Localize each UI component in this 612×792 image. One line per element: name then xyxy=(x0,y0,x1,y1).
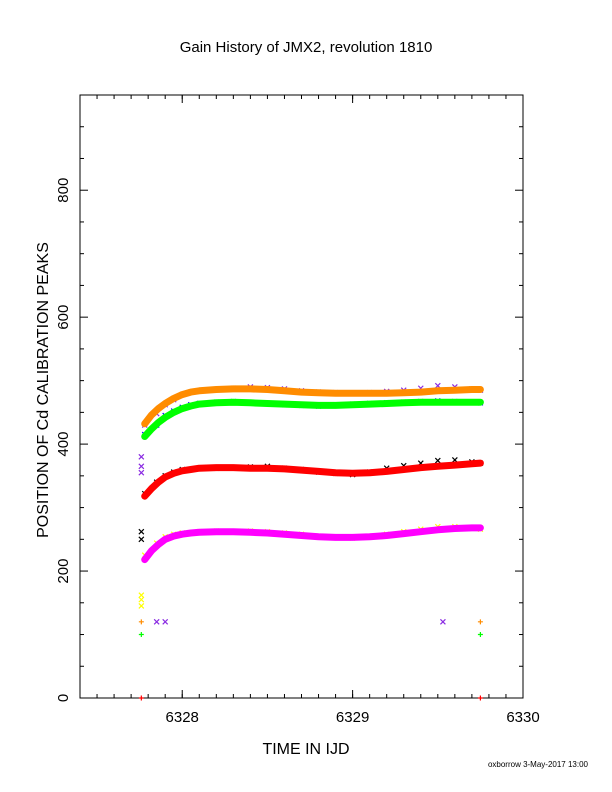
series-10-point xyxy=(138,603,145,609)
y-tick-label: 800 xyxy=(55,178,72,203)
series-8-point xyxy=(153,618,160,625)
series-11-point xyxy=(477,619,483,625)
series-12-point xyxy=(477,632,483,638)
series-6-line xyxy=(141,459,484,500)
marks-layer xyxy=(138,382,484,701)
series-13-point xyxy=(477,695,483,701)
series-12-point xyxy=(138,632,144,638)
y-axis-label: POSITION OF Cd CALIBRATION PEAKS xyxy=(35,242,52,538)
series-2-point xyxy=(434,457,441,464)
x-tick-label: 6330 xyxy=(506,709,539,726)
series-8-point xyxy=(162,618,169,625)
y-tick-label: 0 xyxy=(55,694,72,702)
series-9-point xyxy=(138,536,145,543)
series-11-point xyxy=(138,619,144,625)
series-8-point xyxy=(439,618,446,625)
chart-title: Gain History of JMX2, revolution 1810 xyxy=(180,39,433,56)
plot-frame xyxy=(79,94,524,699)
x-axis-label: TIME IN IJD xyxy=(262,741,349,758)
y-tick-label: 200 xyxy=(55,559,72,584)
series-8-point xyxy=(138,463,145,470)
y-tick-label: 400 xyxy=(55,432,72,457)
series-10-point xyxy=(138,596,145,603)
x-tick-label: 6329 xyxy=(336,709,369,726)
y-tick-label: 600 xyxy=(55,305,72,330)
series-5-line xyxy=(141,398,484,440)
series-13-point xyxy=(138,695,144,701)
series-8-point xyxy=(138,469,145,476)
series-8-point xyxy=(138,453,145,460)
series-9-point xyxy=(138,528,145,535)
ticks-layer: 6328 6329 6330 0 200 400 600 800 xyxy=(55,95,540,726)
series-10-point xyxy=(138,592,145,599)
footer-stamp: oxborrow 3-May-2017 13:00 xyxy=(488,760,589,769)
series-7-line xyxy=(141,524,484,564)
series-4-line xyxy=(141,385,484,428)
x-tick-label: 6328 xyxy=(166,709,199,726)
